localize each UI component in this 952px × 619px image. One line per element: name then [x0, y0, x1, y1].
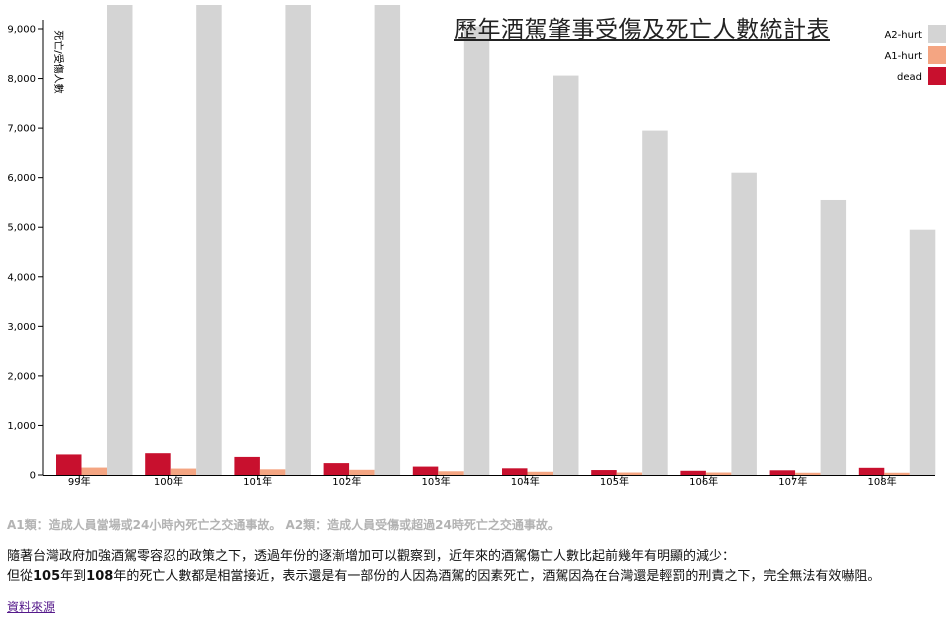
- bar-a1-hurt-0: [81, 467, 107, 475]
- bar-a2-hurt-7: [731, 172, 757, 475]
- category-note: A1類：造成人員當場或24小時內死亡之交通事故。 A2類：造成人員受傷或超過24…: [7, 516, 560, 533]
- bar-dead-1: [145, 453, 171, 475]
- y-tick-label-2: 2,000: [7, 371, 36, 382]
- y-tick-label-3: 3,000: [7, 322, 36, 333]
- bar-a1-hurt-4: [438, 471, 464, 475]
- line2-bold-year-start: 105: [33, 569, 61, 584]
- legend-swatch-a1-hurt: [928, 46, 946, 64]
- y-tick-label-5: 5,000: [7, 223, 36, 234]
- bar-dead-9: [858, 467, 885, 475]
- y-tick-label-8: 8,000: [7, 74, 36, 85]
- description-line-1: 隨著台灣政府加強酒駕零容忍的政策之下，透過年份的逐漸增加可以觀察到，近年來的酒駕…: [7, 549, 736, 564]
- chart-area: 0 1,000 2,000 3,000 4,000 5,000 6,000 7,000 8,00…: [7, 5, 946, 488]
- bar-a2-hurt-2: [285, 5, 311, 475]
- bar-a2-hurt-4: [463, 26, 490, 476]
- line2-text-mid: 年到: [60, 569, 87, 584]
- bar-a2-hurt-8: [820, 199, 847, 475]
- x-tick-label-8: 107年: [778, 475, 807, 488]
- legend-label-a1-hurt: A1-hurt: [884, 51, 922, 62]
- bar-a2-hurt-1: [196, 5, 222, 475]
- legend-swatch-a2-hurt: [928, 25, 946, 43]
- bar-a1-hurt-1: [170, 468, 197, 475]
- bar-dead-2: [234, 456, 260, 475]
- x-tick-label-4: 103年: [422, 475, 451, 488]
- description-line-2: 但從105年到108年的死亡人數都是相當接近，表示還是有一部份的人因為酒駕的因素…: [7, 567, 880, 587]
- y-tick-label-6: 6,000: [7, 173, 36, 184]
- legend-label-a2-hurt: A2-hurt: [884, 30, 922, 41]
- bar-a1-hurt-8: [795, 472, 821, 475]
- line2-text-pre: 但從: [7, 569, 34, 584]
- bar-a1-hurt-5: [527, 471, 553, 475]
- bar-a1-hurt-3: [349, 469, 375, 475]
- bar-a1-hurt-7: [705, 472, 732, 475]
- bar-dead-4: [412, 466, 439, 475]
- bar-a1-hurt-2: [259, 469, 286, 475]
- legend-label-dead: dead: [897, 72, 922, 83]
- description-paragraph: 隨著台灣政府加強酒駕零容忍的政策之下，透過年份的逐漸增加可以觀察到，近年來的酒駕…: [7, 547, 880, 587]
- line2-text-post: 年的死亡人數都是相當接近，表示還是有一部份的人因為酒駕的因素死亡，酒駕因為在台灣…: [113, 569, 881, 584]
- y-tick-label-9: 9,000: [7, 25, 36, 36]
- bar-a2-hurt-0: [107, 5, 133, 475]
- line2-bold-year-end: 108: [86, 569, 114, 584]
- x-tick-label-0: 99年: [68, 475, 91, 488]
- x-tick-label-3: 102年: [332, 475, 361, 488]
- bar-dead-8: [769, 470, 796, 475]
- legend-swatch-dead: [928, 67, 946, 85]
- bar-dead-7: [680, 470, 706, 475]
- bar-a1-hurt-9: [884, 472, 910, 475]
- y-axis-label: 死亡/受傷人數: [52, 30, 65, 93]
- chart-title: 歷年酒駕肇事受傷及死亡人數統計表: [454, 17, 830, 43]
- bar-a2-hurt-6: [642, 130, 668, 476]
- y-tick-label-1: 1,000: [7, 421, 36, 432]
- source-link[interactable]: 資料來源: [7, 600, 56, 614]
- x-tick-label-1: 100年: [154, 475, 183, 488]
- x-tick-label-2: 101年: [243, 475, 272, 488]
- bar-chart: 0 1,000 2,000 3,000 4,000 5,000 6,000 7,000 8,00…: [7, 5, 946, 488]
- x-tick-label-7: 106年: [689, 475, 718, 488]
- x-tick-label-6: 105年: [600, 475, 629, 488]
- bar-dead-3: [323, 463, 350, 475]
- bar-dead-0: [56, 454, 82, 475]
- bar-dead-5: [502, 468, 528, 475]
- y-tick-label-7: 7,000: [7, 124, 36, 135]
- bar-dead-6: [591, 470, 617, 475]
- y-tick-label-0: 0: [30, 471, 36, 482]
- bar-a1-hurt-6: [616, 472, 643, 475]
- bar-a2-hurt-3: [374, 5, 401, 475]
- x-tick-label-5: 104年: [511, 475, 540, 488]
- a2-note: A2類：造成人員受傷或超過24時死亡之交通事故。: [285, 518, 560, 532]
- a1-note: A1類：造成人員當場或24小時內死亡之交通事故。: [7, 518, 282, 532]
- x-tick-label-9: 108年: [868, 475, 897, 488]
- bar-a2-hurt-5: [553, 75, 579, 476]
- bar-a2-hurt-9: [909, 229, 936, 475]
- y-tick-label-4: 4,000: [7, 272, 36, 283]
